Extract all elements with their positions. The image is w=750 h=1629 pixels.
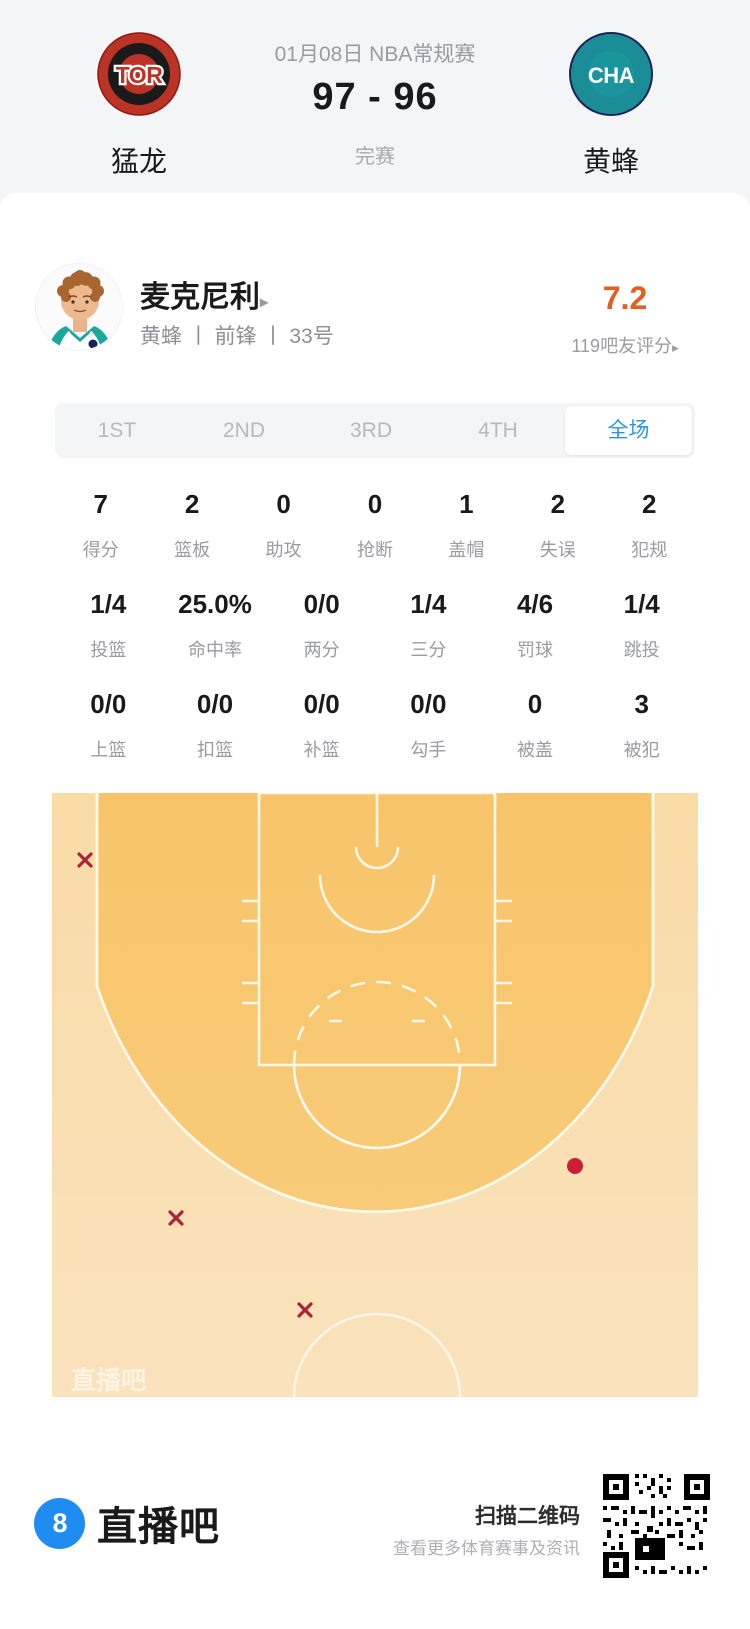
svg-text:CHA: CHA [588, 63, 635, 88]
svg-text:TOR: TOR [116, 62, 164, 88]
svg-text:直播吧: 直播吧 [71, 1367, 146, 1395]
svg-text:8: 8 [52, 1508, 67, 1538]
